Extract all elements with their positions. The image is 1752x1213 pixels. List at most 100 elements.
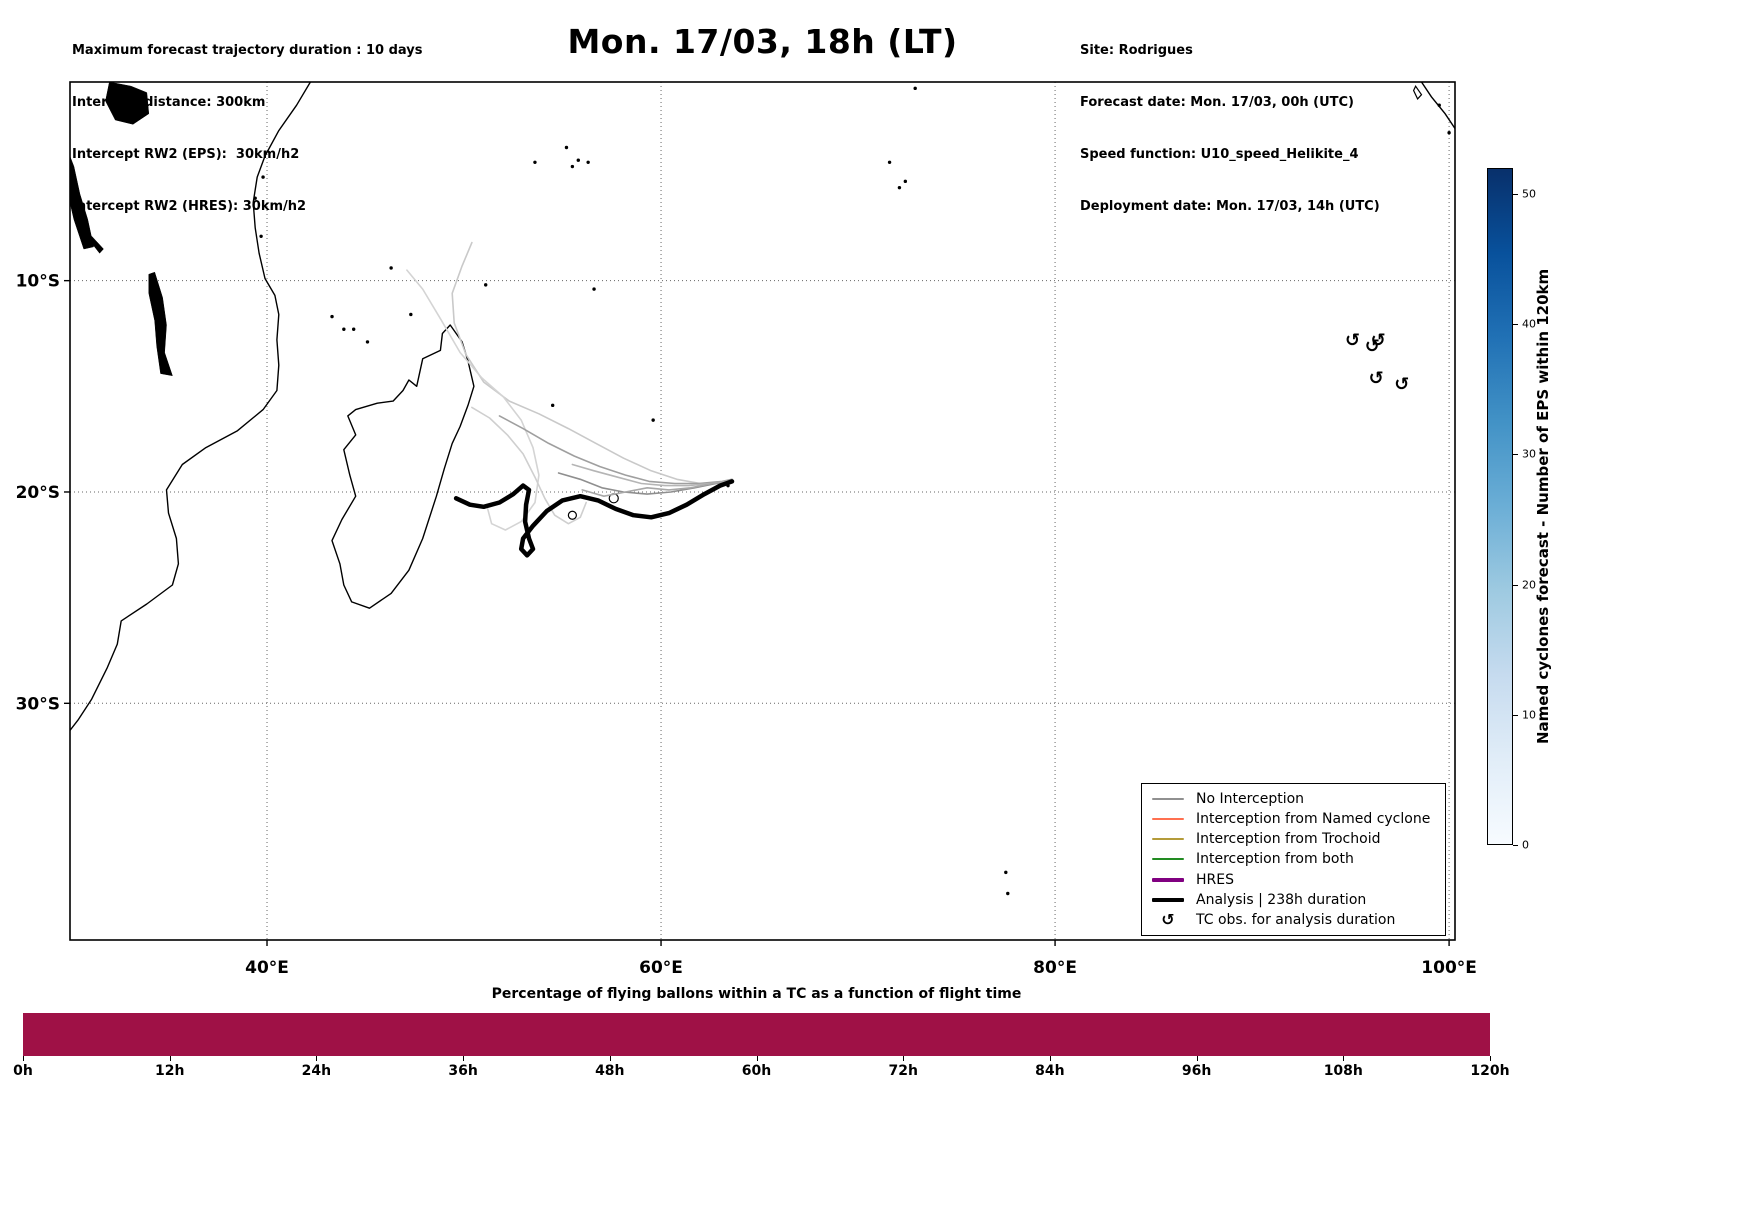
island-dot — [365, 340, 370, 344]
bottom-x-tick-mark — [1196, 1056, 1198, 1061]
island-dot — [330, 314, 334, 319]
colorbar-label: Named cyclones forecast - Number of EPS … — [1534, 268, 1552, 745]
bottom-x-tick-label: 96h — [1181, 1063, 1212, 1079]
lake — [70, 155, 94, 250]
header-right-line: Forecast date: Mon. 17/03, 00h (UTC) — [1080, 95, 1355, 111]
island-dot — [887, 160, 892, 165]
y-tick-label: 20°S — [16, 483, 60, 503]
madagascar-coastline — [331, 324, 475, 609]
header-left-line: Maximum forecast trajectory duration : 1… — [72, 42, 423, 58]
island-dot — [409, 312, 413, 317]
map-content: ↺ ↺↺↺ ↺ — [70, 82, 1455, 896]
header-right-line: Site: Rodrigues — [1080, 42, 1193, 58]
legend: No Interception Interception from Named c… — [1141, 783, 1446, 936]
colorbar-tick-label: 20 — [1522, 578, 1536, 592]
island-dot — [253, 196, 257, 200]
map-frame — [69, 81, 1456, 941]
legend-tc-obs-icon: ↺ — [1161, 909, 1175, 929]
colorbar-tick-label: 40 — [1522, 317, 1536, 331]
legend-line-sample — [1152, 818, 1184, 821]
island-outline — [567, 510, 577, 520]
island-dot — [576, 158, 580, 162]
lake — [105, 82, 150, 125]
x-tick-label: 60°E — [639, 958, 683, 978]
island-dot — [570, 164, 575, 169]
header-right-block: Site: Rodrigues Forecast date: Mon. 17/0… — [1080, 7, 1380, 251]
eps-trajectory — [451, 241, 721, 485]
legend-label: Interception from Named cyclone — [1196, 811, 1431, 828]
header-right-line: Deployment date: Mon. 17/03, 14h (UTC) — [1080, 199, 1380, 215]
island-dot — [261, 175, 265, 179]
legend-label: Interception from Trochoid — [1196, 831, 1381, 848]
colorbar-tick-mark — [1513, 845, 1518, 846]
legend-item: Interception from Named cyclone — [1152, 811, 1435, 827]
bottom-x-tick-mark — [1049, 1056, 1051, 1061]
bottom-x-tick-mark — [23, 1056, 24, 1061]
lake — [89, 235, 104, 254]
island-dot — [586, 160, 590, 165]
island-dot — [1447, 131, 1451, 135]
colorbar: 0 10 20 30 40 50 — [1487, 168, 1557, 852]
bottom-x-tick-label: 108h — [1323, 1063, 1363, 1079]
legend-item: HRES — [1152, 872, 1435, 888]
eps-trajectory — [471, 406, 588, 525]
eps-trajectory — [406, 269, 540, 531]
island-dot — [1004, 870, 1008, 875]
island-dot — [897, 185, 902, 190]
page-title: Mon. 17/03, 18h (LT) — [567, 22, 958, 61]
y-tick-label: 10°S — [16, 272, 60, 292]
bottom-x-tick-mark — [609, 1056, 611, 1061]
bottom-x-tick-label: 72h — [888, 1063, 918, 1079]
island-dot — [389, 266, 393, 270]
y-tick-label: 30°S — [16, 694, 60, 714]
legend-item: ↺ TC obs. for analysis duration — [1152, 909, 1435, 929]
tc-obs-symbol: ↺ — [1345, 330, 1360, 351]
legend-line-sample — [1152, 877, 1184, 882]
bottom-chart-title: Percentage of flying ballons within a TC… — [491, 986, 1022, 1002]
colorbar-tick-mark — [1513, 584, 1518, 586]
island-dot — [564, 145, 569, 150]
colorbar-tick-label: 50 — [1522, 187, 1536, 201]
bottom-x-tick-label: 84h — [1035, 1063, 1065, 1079]
bottom-x-tick-mark — [1343, 1056, 1345, 1061]
bottom-bar — [23, 1013, 1490, 1056]
bottom-axis: 0h 12h 24h 36h 48h 60h 72h 84h 96h 108h 120h — [13, 1056, 1510, 1088]
header-left-line: Intercept RW2 (HRES): 30km/h2 — [72, 199, 307, 215]
colorbar-tick-label: 30 — [1522, 447, 1536, 461]
legend-label: TC obs. for analysis duration — [1196, 911, 1396, 928]
bottom-x-tick-mark — [169, 1056, 171, 1061]
africa-coastline — [70, 82, 312, 732]
legend-item: Analysis | 238h duration — [1152, 892, 1435, 908]
bottom-x-tick-mark — [756, 1056, 758, 1061]
bottom-x-tick-mark — [903, 1056, 905, 1061]
colorbar-tick-mark — [1513, 714, 1518, 716]
island-dot — [1437, 103, 1441, 107]
tc-obs-symbol: ↺ — [1394, 374, 1409, 395]
x-tick-label: 40°E — [245, 958, 289, 978]
tc-obs-symbol: ↺ — [1365, 336, 1380, 357]
legend-line-sample — [1152, 798, 1184, 801]
island-dot — [342, 327, 346, 331]
colorbar-tick-label: 0 — [1522, 838, 1529, 852]
tc-obs-symbol: ↺ — [1369, 368, 1384, 389]
bottom-x-tick-label: 24h — [301, 1063, 332, 1079]
eps-trajectory — [498, 415, 733, 485]
island-dot — [592, 287, 596, 291]
island-outline — [1412, 84, 1423, 100]
legend-label: HRES — [1196, 871, 1234, 888]
island-dot — [913, 86, 917, 91]
colorbar-tick-mark — [1513, 324, 1518, 326]
legend-item: No Interception — [1152, 791, 1435, 807]
colorbar-tick-label: 10 — [1522, 708, 1536, 722]
eps-trajectory — [581, 480, 729, 498]
bottom-x-tick-label: 120h — [1470, 1063, 1510, 1079]
island-dot — [259, 234, 263, 238]
colorbar-tick-mark — [1513, 454, 1518, 456]
island-dot — [903, 179, 908, 184]
bottom-x-tick-label: 36h — [448, 1063, 478, 1079]
header-right-line: Speed function: U10_speed_Helikite_4 — [1080, 147, 1359, 163]
legend-line-sample — [1152, 838, 1184, 841]
island-dot — [550, 403, 555, 408]
analysis-trajectory — [453, 479, 735, 558]
